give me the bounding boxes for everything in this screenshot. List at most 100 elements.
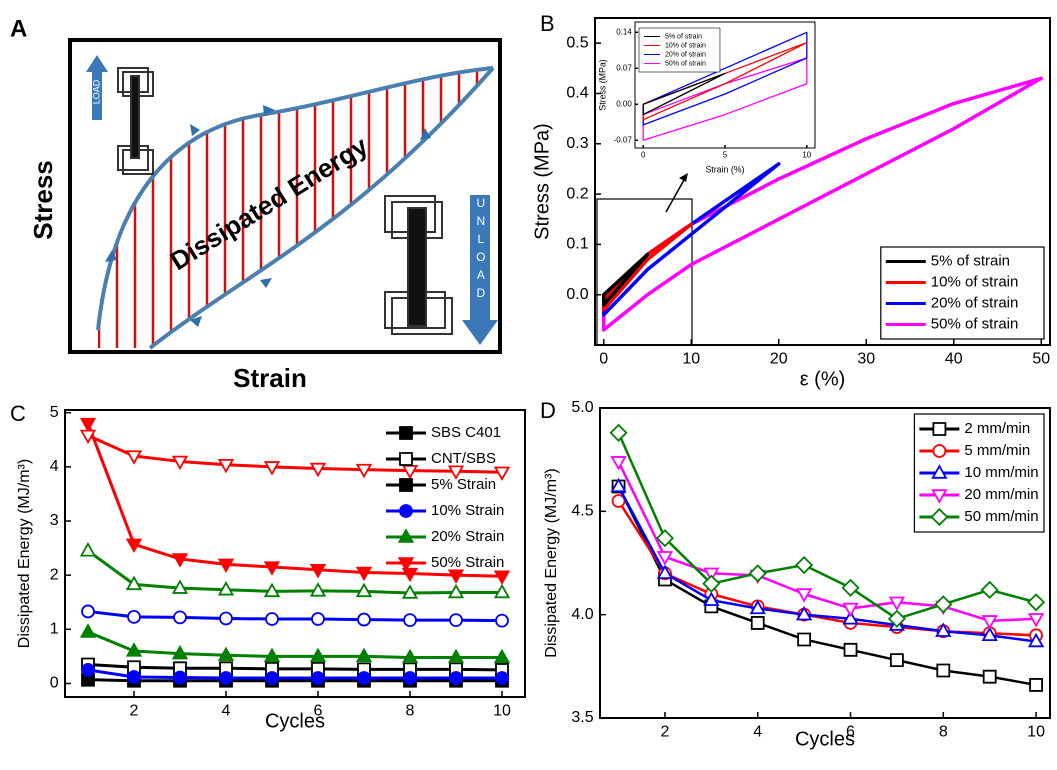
y-tick-label: 0.2: [566, 185, 588, 202]
y-tick-label: 0.5: [566, 34, 588, 51]
y-tick-label: -0.07: [614, 135, 633, 144]
marker: [355, 647, 373, 663]
marker: [309, 462, 327, 478]
marker: [656, 551, 674, 566]
legend: SBS C401 CNT/SBS 5% Strain 10% Strain 20% St…: [386, 424, 504, 572]
marker: [449, 671, 463, 685]
marker: [127, 660, 141, 675]
x-tick-label: 40: [945, 351, 963, 368]
marker: [355, 463, 373, 479]
series-line: [602, 252, 650, 307]
marker: [171, 553, 189, 568]
marker: [842, 602, 859, 618]
marker: [890, 653, 904, 668]
marker: [309, 582, 327, 597]
legend-label: 10% of strain: [931, 273, 1019, 290]
marker: [265, 671, 279, 685]
y-axis-label: Stress (MPa): [597, 59, 607, 110]
marker: [79, 542, 97, 557]
chart: 2 4 6 8 10 3.5 4.0 4.5 5.0 Cycles Dissipated Energ…: [540, 398, 1051, 750]
y-tick-label: 3: [50, 512, 59, 529]
marker: [173, 610, 187, 625]
marker: [217, 558, 235, 574]
x-tick-label: 10: [802, 150, 811, 159]
marker: [449, 613, 463, 628]
marker: [932, 422, 947, 436]
marker: [401, 567, 419, 583]
y-tick-label: 3.5: [571, 709, 593, 726]
marker: [309, 564, 327, 579]
legend-label: 5% Strain: [431, 476, 496, 493]
chart: 0 5 10 -0.07 0.00 0.07 0.14 Strain (%) Stress (M…: [597, 21, 816, 174]
x-tick-label: 10: [493, 703, 511, 720]
x-tick-label: 2: [660, 724, 669, 741]
y-tick-label: 1: [50, 621, 59, 638]
legend-label: 10% of strain: [665, 42, 706, 49]
marker: [611, 494, 626, 508]
y-axis-label: Stress: [28, 160, 58, 240]
zoom-arrow: [665, 179, 685, 213]
marker: [750, 616, 765, 630]
y-tick-label: 4.5: [571, 503, 593, 520]
y-tick-label: 0.4: [566, 85, 588, 102]
marker: [493, 570, 511, 585]
x-tick-label: 8: [406, 703, 415, 720]
marker: [401, 584, 419, 599]
marker: [265, 612, 279, 626]
marker: [493, 648, 511, 664]
y-tick-label: 0.3: [566, 135, 588, 152]
legend-label: 10 mm/min: [964, 464, 1038, 481]
legend-label: 20% of strain: [665, 51, 706, 58]
marker: [447, 569, 465, 584]
x-axis-label: Strain: [233, 363, 307, 393]
marker: [357, 671, 371, 685]
marker: [263, 582, 281, 598]
marker: [610, 477, 627, 493]
y-tick-label: 5.0: [571, 399, 593, 416]
x-tick-label: 4: [753, 724, 762, 741]
series-line: [87, 678, 502, 683]
marker: [655, 529, 675, 548]
marker: [125, 642, 143, 657]
marker: [81, 604, 95, 619]
load-arrow: [86, 55, 108, 120]
series-line: [642, 31, 808, 126]
marker: [397, 528, 415, 543]
marker: [79, 623, 97, 638]
legend-label: 20 mm/min: [964, 486, 1038, 503]
legend-label: 2 mm/min: [964, 420, 1030, 437]
marker: [447, 648, 465, 664]
panel-a: A Dissipated Energy Stress Strain LOAD U…: [10, 15, 502, 393]
series-line: [87, 668, 502, 680]
marker: [842, 610, 859, 625]
series-line: [87, 549, 502, 595]
marker: [171, 579, 189, 594]
unloading-curve: [148, 66, 495, 350]
x-tick-label: 10: [1027, 724, 1045, 741]
x-axis-label: Cycles: [795, 728, 855, 750]
panel-label: A: [10, 15, 27, 42]
x-tick-label: 10: [682, 351, 700, 368]
x-tick-label: 0: [599, 351, 608, 368]
x-tick-label: 6: [314, 703, 323, 720]
marker: [493, 466, 511, 482]
legend-label: 50 mm/min: [964, 508, 1038, 525]
marker: [79, 429, 97, 445]
marker: [401, 648, 419, 664]
legend-label: CNT/SBS: [431, 450, 496, 467]
y-axis-label: Dissipated Energy (MJ/m³): [543, 468, 560, 657]
chart: 2 4 6 8 10 0 1 2 3 4 5 Cycles Dissipated Energy (MJ/…: [10, 401, 526, 732]
y-tick-label: 4: [50, 458, 59, 475]
marker: [795, 555, 814, 575]
marker: [888, 596, 906, 611]
x-tick-label: 6: [846, 724, 855, 741]
chart: 0 10 20 30 40 500.00.10.20.30.40.5ε (%)Stress…: [531, 11, 1051, 390]
panel-label: B: [540, 11, 555, 36]
marker: [610, 456, 627, 471]
plot-frame: [594, 17, 1051, 346]
marker: [263, 461, 281, 476]
marker: [355, 566, 373, 582]
plot-frame: [64, 409, 526, 698]
y-tick-label: 5: [50, 404, 59, 421]
